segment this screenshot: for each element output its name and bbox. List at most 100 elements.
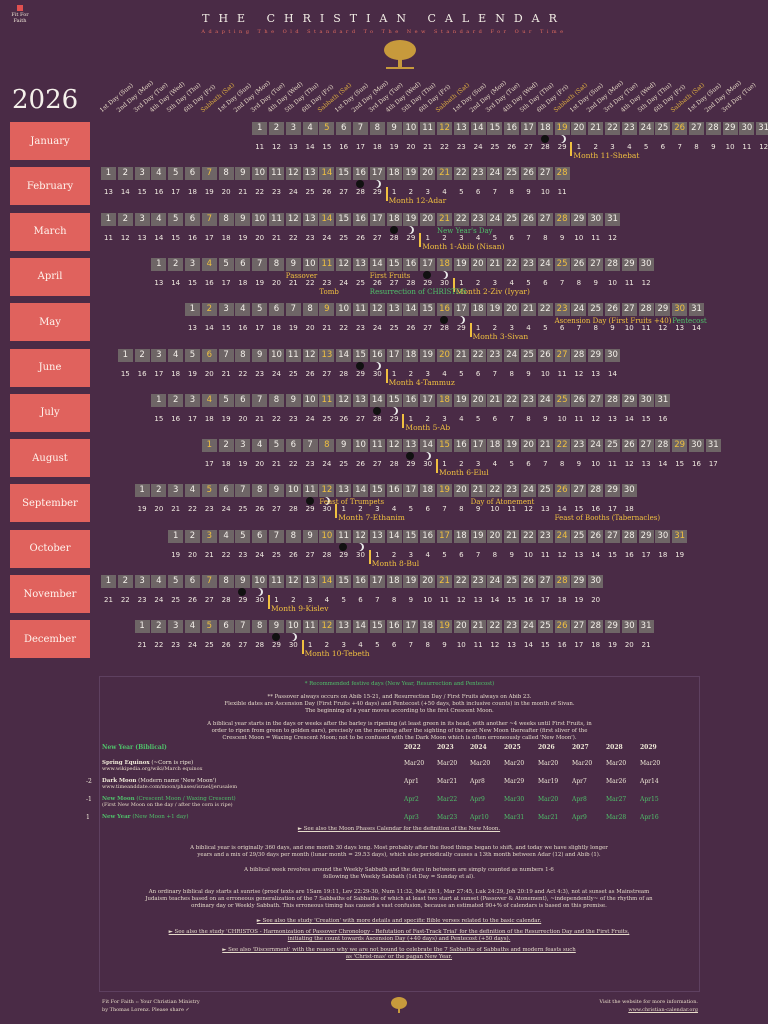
day-cell[interactable]: 26 [672,122,688,135]
day-cell[interactable]: 20 [420,575,436,588]
day-cell[interactable]: 3 [168,484,184,498]
day-cell[interactable]: 3 [151,348,167,362]
day-cell[interactable]: 29 [672,439,688,453]
day-cell[interactable]: 9 [302,529,318,543]
day-cell[interactable]: 5 [201,620,217,634]
day-cell[interactable]: 23 [504,484,520,498]
day-cell[interactable]: 25 [655,122,671,135]
day-cell[interactable]: 2 [168,393,184,407]
day-cell[interactable]: 3 [134,575,150,588]
day-cell[interactable]: 16 [420,529,436,543]
day-cell[interactable]: 11 [319,257,335,271]
day-cell[interactable]: 6 [235,257,251,271]
day-cell[interactable]: 23 [621,122,637,135]
day-cell[interactable]: 29 [588,348,604,362]
day-cell[interactable]: 24 [521,620,536,634]
month-november[interactable]: November [10,575,90,613]
day-cell[interactable]: 5 [168,167,184,181]
day-cell[interactable]: 27 [571,484,587,498]
day-cell[interactable]: 16 [453,439,469,453]
day-cell[interactable]: 17 [369,212,385,226]
day-cell[interactable]: 3 [218,303,234,317]
day-cell[interactable]: 21 [521,303,536,317]
day-cell[interactable]: 27 [638,439,654,453]
day-cell[interactable]: 19 [453,257,469,271]
day-cell[interactable]: 14 [420,439,436,453]
day-cell[interactable]: 17 [403,484,419,498]
day-cell[interactable]: 19 [437,484,452,498]
day-cell[interactable]: 27 [554,348,570,362]
day-cell[interactable]: 15 [369,484,385,498]
day-cell[interactable]: 27 [537,167,553,181]
day-cell[interactable]: 22 [453,575,469,588]
day-cell[interactable]: 18 [470,303,486,317]
day-cell[interactable]: 12 [336,257,352,271]
day-cell[interactable]: 28 [554,212,570,226]
day-cell[interactable]: 20 [437,348,452,362]
day-cell[interactable]: 14 [319,212,335,226]
day-cell[interactable]: 23 [537,529,553,543]
day-cell[interactable]: 5 [319,122,335,135]
day-cell[interactable]: 25 [588,303,604,317]
day-cell[interactable]: 27 [537,575,553,588]
day-cell[interactable]: 5 [218,393,234,407]
day-cell[interactable]: 25 [571,529,587,543]
day-cell[interactable]: 6 [336,122,352,135]
day-cell[interactable]: 18 [437,257,452,271]
day-cell[interactable]: 9 [285,257,301,271]
day-cell[interactable]: 26 [554,620,570,634]
day-cell[interactable]: 24 [487,575,503,588]
day-cell[interactable]: 28 [588,484,604,498]
day-cell[interactable]: 22 [470,348,486,362]
day-cell[interactable]: 9 [235,212,251,226]
day-cell[interactable]: 30 [739,122,755,135]
day-cell[interactable]: 28 [554,167,570,181]
day-cell[interactable]: 23 [554,303,570,317]
day-cell[interactable]: 12 [386,439,402,453]
day-cell[interactable]: 12 [285,212,301,226]
day-cell[interactable]: 26 [571,257,587,271]
day-cell[interactable]: 10 [302,257,318,271]
day-cell[interactable]: 20 [470,393,486,407]
day-cell[interactable]: 10 [302,393,318,407]
day-cell[interactable]: 27 [588,393,604,407]
day-cell[interactable]: 18 [386,167,402,181]
day-cell[interactable]: 22 [453,167,469,181]
day-cell[interactable]: 8 [269,393,284,407]
day-cell[interactable]: 24 [554,529,570,543]
day-cell[interactable]: 14 [336,348,352,362]
day-cell[interactable]: 13 [353,257,368,271]
day-cell[interactable]: 31 [655,393,671,407]
day-cell[interactable]: 24 [504,348,520,362]
day-cell[interactable]: 14 [319,575,335,588]
day-cell[interactable]: 7 [252,393,268,407]
day-cell[interactable]: 15 [336,167,352,181]
day-cell[interactable]: 17 [403,620,419,634]
day-cell[interactable]: 31 [705,439,721,453]
day-cell[interactable]: 29 [722,122,738,135]
day-cell[interactable]: 12 [437,122,452,135]
day-cell[interactable]: 6 [218,620,234,634]
day-cell[interactable]: 13 [319,348,335,362]
day-cell[interactable]: 27 [621,303,637,317]
day-cell[interactable]: 2 [117,212,133,226]
day-cell[interactable]: 5 [168,212,184,226]
day-cell[interactable]: 2 [151,620,167,634]
day-cell[interactable]: 30 [621,620,637,634]
day-cell[interactable]: 4 [151,575,167,588]
day-cell[interactable]: 15 [420,303,436,317]
day-cell[interactable]: 13 [453,122,469,135]
day-cell[interactable]: 18 [487,439,503,453]
day-cell[interactable]: 23 [521,393,536,407]
day-cell[interactable]: 30 [638,393,654,407]
day-cell[interactable]: 13 [336,620,352,634]
day-cell[interactable]: 5 [201,484,217,498]
day-cell[interactable]: 21 [453,348,469,362]
day-cell[interactable]: 19 [504,439,520,453]
day-cell[interactable]: 1 [117,348,133,362]
day-cell[interactable]: 10 [252,167,268,181]
day-cell[interactable]: 19 [420,348,436,362]
day-cell[interactable]: 17 [453,303,469,317]
day-cell[interactable]: 1 [168,529,184,543]
day-cell[interactable]: 27 [605,529,620,543]
